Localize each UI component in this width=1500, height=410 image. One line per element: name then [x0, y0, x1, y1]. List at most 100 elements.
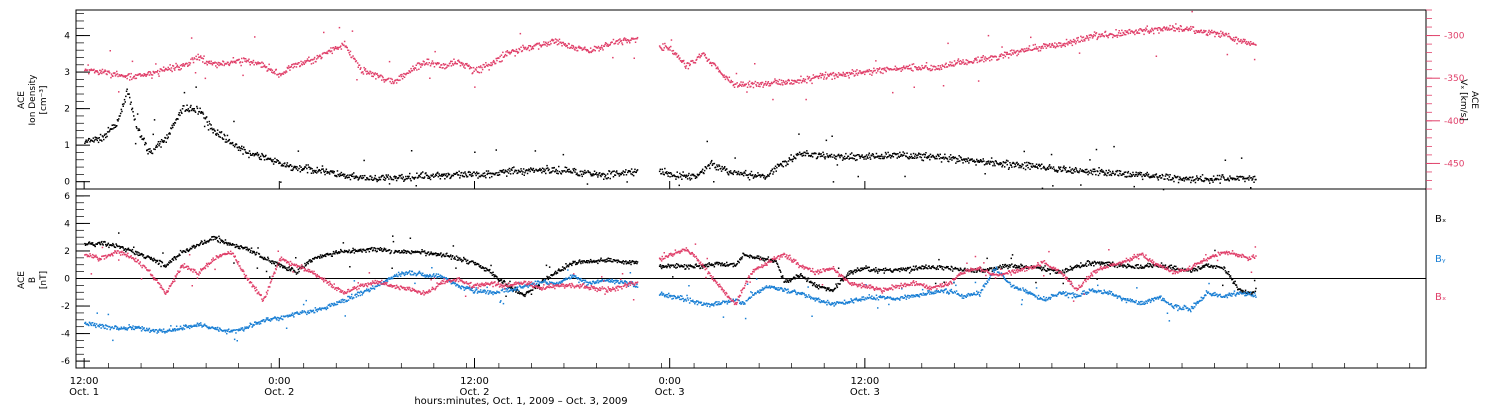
- data-point: [291, 63, 294, 66]
- data-point: [942, 269, 945, 271]
- data-point: [152, 260, 154, 262]
- data-point: [210, 60, 212, 62]
- data-point: [1166, 26, 1168, 29]
- data-point: [524, 293, 527, 296]
- data-point: [401, 73, 403, 76]
- data-point: [307, 164, 309, 166]
- data-point: [1034, 165, 1036, 167]
- data-point: [357, 179, 359, 181]
- data-point: [874, 69, 876, 72]
- data-point: [114, 72, 116, 74]
- data-point: [852, 154, 855, 157]
- data-point: [686, 178, 689, 180]
- data-point: [772, 173, 774, 175]
- data-point: [550, 171, 552, 174]
- data-point: [860, 72, 863, 75]
- data-point: [186, 104, 188, 106]
- data-point: [795, 153, 798, 156]
- data-point: [414, 67, 417, 69]
- data-point: [1125, 33, 1127, 36]
- data-point: [742, 174, 745, 177]
- data-point: [235, 246, 237, 248]
- data-point: [750, 255, 753, 257]
- data-point: [1123, 32, 1125, 34]
- data-point: [125, 95, 127, 98]
- data-point: [692, 60, 694, 62]
- data-point: [551, 167, 553, 169]
- data-point: [727, 79, 730, 82]
- data-point: [242, 74, 244, 77]
- data-point: [683, 62, 686, 65]
- data-point: [343, 251, 345, 254]
- data-point: [967, 157, 969, 159]
- data-point: [426, 252, 428, 255]
- data-point: [608, 257, 611, 260]
- data-point: [866, 69, 869, 71]
- data-point: [936, 157, 938, 160]
- data-point: [132, 111, 134, 113]
- data-point: [265, 270, 268, 273]
- data-point: [960, 157, 962, 159]
- data-point: [190, 109, 193, 112]
- data-point: [1185, 28, 1188, 30]
- data-point: [390, 177, 392, 179]
- data-point: [985, 163, 987, 165]
- data-point: [599, 47, 601, 49]
- data-point: [741, 173, 744, 176]
- data-point: [240, 147, 242, 150]
- data-point: [476, 171, 478, 173]
- data-point: [231, 243, 234, 245]
- data-point: [368, 248, 370, 250]
- data-point: [99, 139, 101, 141]
- data-point: [374, 72, 376, 74]
- data-point: [422, 171, 424, 173]
- data-point: [228, 244, 231, 246]
- data-point: [1035, 163, 1038, 165]
- data-point: [1168, 27, 1170, 29]
- data-point: [777, 80, 779, 83]
- data-point: [463, 66, 465, 68]
- data-point: [422, 63, 424, 65]
- data-point: [819, 75, 821, 77]
- data-point: [229, 61, 232, 64]
- data-point: [370, 72, 373, 75]
- data-point: [89, 141, 91, 143]
- data-point: [351, 56, 353, 59]
- data-point: [726, 264, 729, 266]
- data-point: [860, 155, 863, 158]
- data-point: [394, 251, 396, 253]
- data-point: [548, 276, 550, 278]
- data-point: [626, 41, 628, 44]
- data-point: [482, 172, 484, 175]
- data-point: [736, 173, 738, 176]
- data-point: [912, 70, 914, 72]
- data-point: [373, 178, 375, 181]
- data-point: [517, 51, 520, 53]
- data-point: [1233, 36, 1235, 39]
- data-point: [228, 63, 230, 66]
- data-point: [832, 181, 835, 183]
- data-point: [254, 36, 256, 38]
- data-point: [316, 257, 318, 259]
- data-point: [858, 154, 860, 156]
- data-point: [1151, 27, 1153, 30]
- data-point: [500, 54, 503, 56]
- data-point: [666, 171, 668, 173]
- data-point: [256, 62, 259, 64]
- data-point: [334, 46, 337, 48]
- data-point: [1173, 180, 1175, 183]
- data-point: [835, 283, 837, 285]
- data-point: [569, 47, 571, 49]
- data-point: [497, 278, 499, 281]
- data-point: [138, 129, 141, 131]
- data-point: [757, 172, 759, 174]
- data-point: [868, 152, 870, 154]
- data-point: [830, 72, 832, 75]
- data-point: [817, 75, 819, 78]
- data-point: [1216, 31, 1219, 34]
- data-point: [353, 177, 356, 180]
- data-point: [272, 71, 275, 74]
- data-point: [666, 173, 669, 175]
- data-point: [451, 63, 454, 65]
- data-point: [160, 260, 163, 263]
